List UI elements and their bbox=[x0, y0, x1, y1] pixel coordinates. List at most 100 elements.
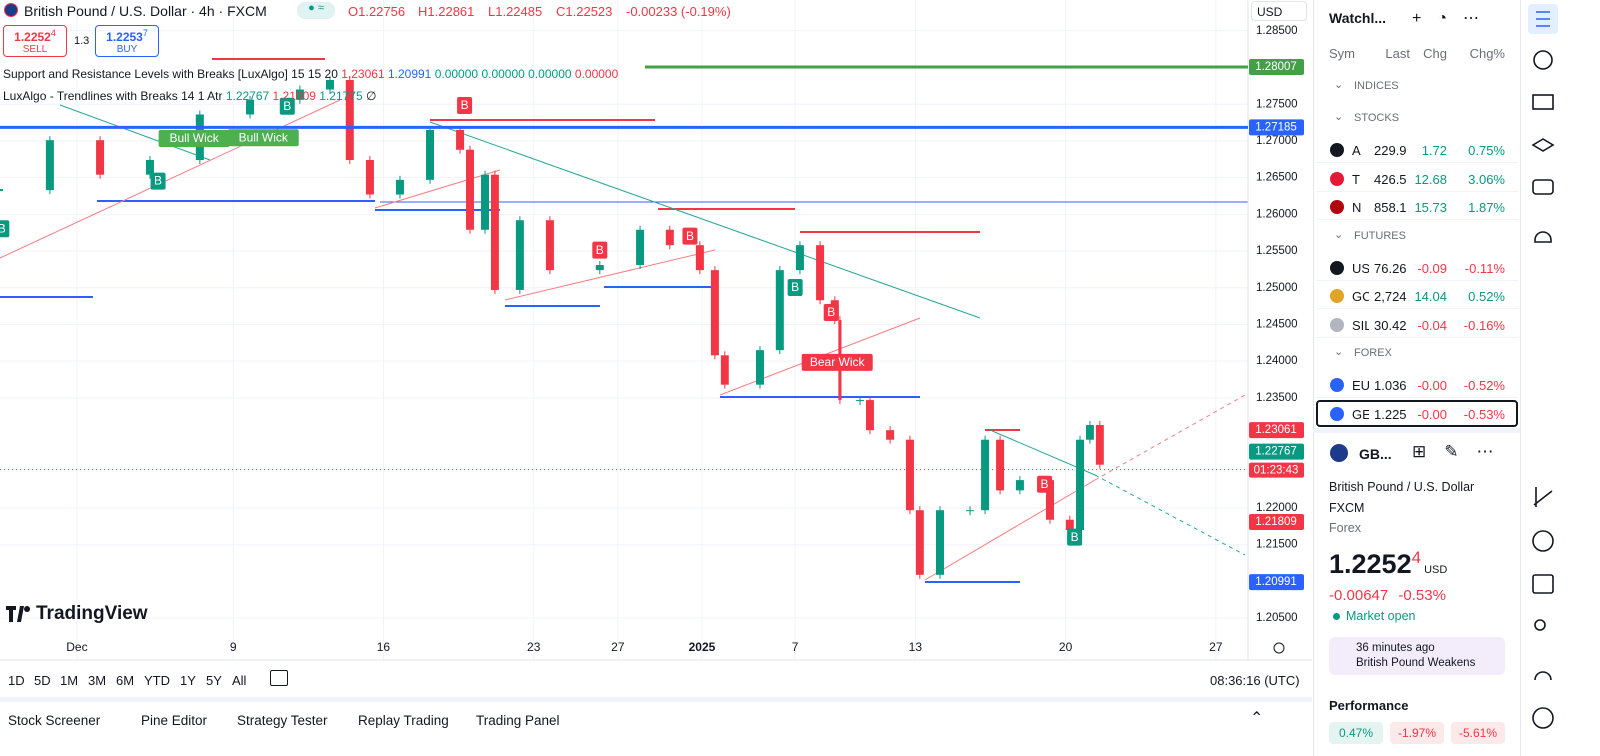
candle bbox=[325, 79, 334, 90]
signal-label: Bear Wick bbox=[810, 355, 866, 369]
row-change: -0.00 bbox=[1417, 406, 1447, 422]
trading-icon[interactable] bbox=[1533, 487, 1553, 507]
ohlc-close: C1.22523 bbox=[556, 4, 613, 19]
toolbar-icons[interactable]: +◔⋯ bbox=[1412, 10, 1496, 27]
sell-button[interactable]: 1.22524 SELL bbox=[3, 25, 67, 57]
news-card[interactable] bbox=[1329, 637, 1505, 675]
watchlist-row[interactable] bbox=[1316, 254, 1518, 281]
signal-marker bbox=[227, 129, 299, 147]
help-icon[interactable] bbox=[1532, 707, 1554, 729]
community-icon[interactable] bbox=[1534, 619, 1546, 631]
range-button[interactable]: 1D bbox=[8, 673, 25, 688]
price-pip: 4 bbox=[1411, 548, 1422, 567]
watchlist-title[interactable]: Watchl... bbox=[1329, 10, 1387, 26]
y-tick-label: 1.22000 bbox=[1256, 502, 1298, 514]
candle bbox=[1065, 519, 1074, 531]
candle bbox=[145, 160, 154, 175]
watchlist-row[interactable] bbox=[1316, 371, 1518, 398]
signal-marker bbox=[1037, 475, 1053, 493]
candle bbox=[426, 129, 435, 180]
buy-button[interactable]: 1.22537 BUY bbox=[95, 25, 159, 57]
signal-label: Bull Wick bbox=[239, 130, 289, 144]
watchlist-row[interactable] bbox=[1316, 311, 1518, 338]
candle bbox=[915, 510, 924, 575]
candle bbox=[665, 229, 674, 246]
column-header: Chg bbox=[1423, 46, 1447, 61]
range-button[interactable]: YTD bbox=[144, 673, 170, 688]
range-button[interactable]: 1M bbox=[60, 673, 79, 688]
row-change: 12.68 bbox=[1414, 171, 1447, 187]
detail-icons[interactable]: ⊞✎⋯ bbox=[1412, 442, 1512, 461]
detail-price: 1.22524USD bbox=[1329, 548, 1447, 580]
level-tag bbox=[1249, 574, 1304, 591]
detail-symbol[interactable]: GB... bbox=[1359, 446, 1392, 462]
notifications-icon[interactable] bbox=[1534, 231, 1552, 243]
x-tick-label: 7 bbox=[792, 640, 799, 654]
spread: 1.3 bbox=[74, 35, 90, 47]
signal-label: B bbox=[596, 243, 604, 257]
x-tick-label: 2025 bbox=[689, 640, 716, 654]
currency-selector[interactable]: USD bbox=[1251, 1, 1307, 21]
collapse-button[interactable]: ⌃ bbox=[1250, 710, 1264, 727]
range-button[interactable]: 5Y bbox=[206, 673, 222, 688]
section-header: ⌄ bbox=[1334, 346, 1344, 358]
range-button[interactable]: 6M bbox=[116, 673, 135, 688]
indicator-params: 14 1 Atr bbox=[181, 89, 223, 103]
signal-marker bbox=[457, 96, 473, 114]
indicator-value: 1.23061 bbox=[341, 67, 385, 81]
layers-icon[interactable] bbox=[1531, 138, 1555, 152]
bottom-tab[interactable]: Trading Panel bbox=[476, 713, 560, 728]
logo-icon bbox=[6, 606, 31, 622]
row-change-pct: -0.53% bbox=[1463, 406, 1505, 422]
row-change: 14.04 bbox=[1414, 289, 1447, 304]
chat-icon[interactable] bbox=[1532, 179, 1554, 195]
signal-label: Bull Wick bbox=[169, 131, 219, 145]
signal-label: B bbox=[461, 98, 469, 112]
signal-label: B bbox=[1071, 530, 1079, 544]
section-title[interactable]: STOCKS bbox=[1354, 112, 1400, 124]
row-last: 229.9 bbox=[1374, 143, 1407, 158]
bottom-tab[interactable]: Strategy Tester bbox=[237, 713, 328, 728]
section-title[interactable]: FOREX bbox=[1354, 347, 1392, 359]
range-button[interactable]: 1Y bbox=[180, 673, 196, 688]
range-button[interactable]: All bbox=[232, 673, 247, 688]
section-title[interactable]: FUTURES bbox=[1354, 229, 1406, 242]
candle bbox=[515, 220, 524, 290]
market-status: Market open bbox=[1346, 609, 1416, 623]
watchlist-row[interactable] bbox=[1316, 399, 1518, 427]
bottom-tab[interactable]: Stock Screener bbox=[8, 713, 101, 728]
watchlist-row[interactable] bbox=[1316, 193, 1518, 220]
settings-icon[interactable] bbox=[1273, 642, 1285, 654]
watchlist-row[interactable] bbox=[1316, 136, 1518, 163]
bottom-tab[interactable]: Replay Trading bbox=[358, 713, 449, 728]
level-label: 1.22767 bbox=[1255, 446, 1297, 458]
row-last: 76.26 bbox=[1374, 260, 1407, 276]
section-title[interactable]: INDICES bbox=[1354, 80, 1399, 92]
candle bbox=[1076, 439, 1085, 531]
news-icon[interactable] bbox=[1532, 94, 1554, 110]
y-tick-label: 1.23500 bbox=[1256, 392, 1298, 404]
detail-name: British Pound / U.S. Dollar bbox=[1329, 480, 1475, 494]
indicator-value: 0.00000 bbox=[481, 67, 525, 81]
range-button[interactable]: 5D bbox=[34, 673, 51, 688]
candle bbox=[295, 89, 304, 100]
ohlc-change: -0.00233 (-0.19%) bbox=[626, 4, 731, 19]
target-icon[interactable] bbox=[1532, 530, 1554, 552]
bottom-tab[interactable]: Pine Editor bbox=[141, 713, 208, 728]
column-header: Sym bbox=[1329, 46, 1355, 61]
indicator-toggle[interactable]: ● ≈ bbox=[297, 2, 335, 19]
candle bbox=[1045, 480, 1054, 520]
signal-marker bbox=[823, 303, 839, 321]
watchlist-row[interactable] bbox=[1316, 282, 1518, 309]
alerts-icon[interactable] bbox=[1533, 50, 1553, 70]
trendline-projection bbox=[1094, 474, 1246, 556]
signal-label: B bbox=[0, 221, 6, 235]
indicator-name: LuxAlgo - Trendlines with Breaks bbox=[3, 89, 178, 103]
notifications-icon[interactable] bbox=[1534, 671, 1552, 681]
range-button[interactable]: 3M bbox=[88, 673, 107, 688]
calendar-icon[interactable] bbox=[1532, 574, 1554, 594]
date-range-button[interactable] bbox=[270, 670, 288, 686]
watchlist-row[interactable] bbox=[1316, 165, 1518, 192]
watchlist-icon bbox=[1536, 11, 1550, 27]
row-change-pct: -0.16% bbox=[1463, 317, 1505, 333]
